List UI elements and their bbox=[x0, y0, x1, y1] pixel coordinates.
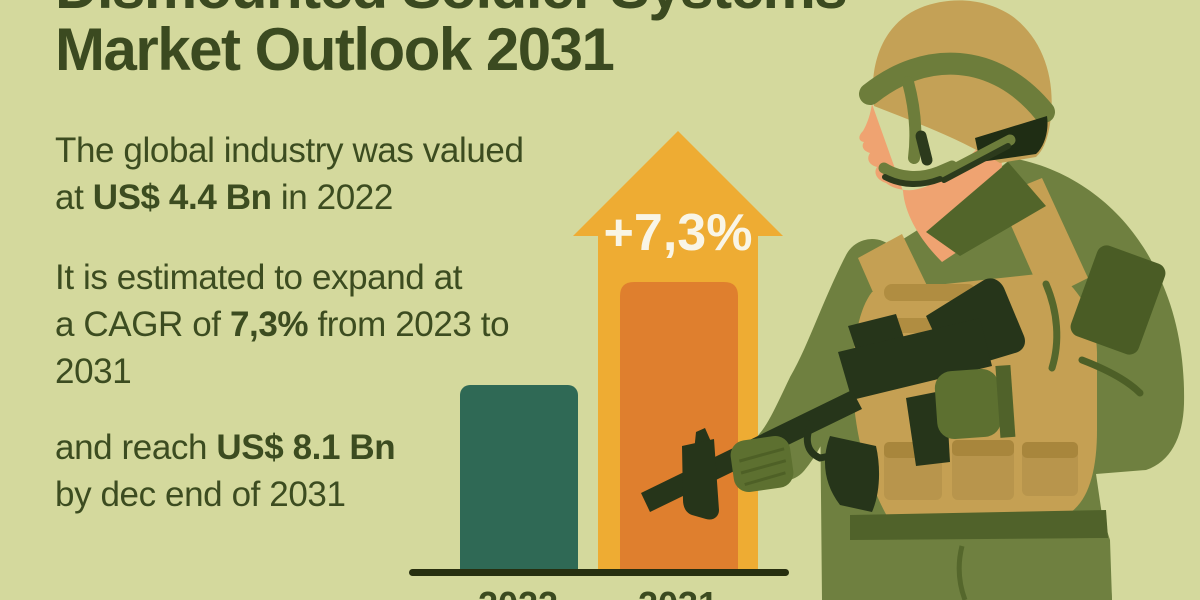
stat-forecast-value: US$ 8.1 Bn bbox=[216, 428, 396, 467]
stat-valuation-value: US$ 4.4 Bn bbox=[92, 178, 272, 217]
rifle-trigger-guard bbox=[803, 420, 851, 462]
x-axis-label-2031: 2031 bbox=[608, 584, 748, 600]
title-line2: Market Outlook 2031 bbox=[55, 16, 615, 83]
stat-forecast-line2: by dec end of 2031 bbox=[55, 475, 346, 514]
stat-cagr-line2-pre: a CAGR of bbox=[55, 305, 230, 344]
stat-valuation-line2-pre: at bbox=[55, 178, 93, 217]
soldier-pants bbox=[848, 538, 1112, 600]
stat-forecast: and reach US$ 8.1 Bn by dec end of 2031 bbox=[55, 424, 396, 518]
rifle-foregrip bbox=[682, 439, 719, 520]
x-axis-label-2022: 2022 bbox=[448, 584, 588, 600]
vest-pouch-3-flap bbox=[1022, 442, 1078, 458]
left-glove bbox=[730, 436, 794, 492]
sleeve-cuff bbox=[995, 364, 1016, 438]
stat-valuation-line1: The global industry was valued bbox=[55, 131, 524, 170]
stat-cagr: It is estimated to expand at a CAGR of 7… bbox=[55, 254, 510, 395]
rifle-magazine bbox=[824, 436, 880, 512]
vest-pouch-pill-1 bbox=[884, 284, 976, 301]
right-glove bbox=[934, 364, 1016, 440]
title-line1: Dismounted Soldier Systems bbox=[55, 0, 848, 19]
x-axis-line bbox=[409, 569, 789, 576]
stat-cagr-value: 7,3% bbox=[229, 305, 309, 344]
vest-pouch-2-flap bbox=[952, 440, 1014, 456]
stat-valuation-line2-post: in 2022 bbox=[271, 178, 393, 217]
uniform-collar bbox=[926, 162, 1046, 256]
soldier-belt bbox=[850, 510, 1108, 542]
stat-forecast-line1-pre: and reach bbox=[55, 428, 217, 467]
elbow-crease bbox=[1078, 356, 1144, 397]
helmet-band bbox=[859, 52, 1055, 123]
stat-cagr-line3: 2031 bbox=[55, 352, 132, 391]
rifle-receiver bbox=[838, 318, 992, 400]
chin-strap bbox=[878, 76, 1016, 187]
armpit-crease bbox=[1042, 280, 1061, 372]
page-title: Dismounted Soldier Systems Market Outloo… bbox=[55, 0, 848, 83]
stat-cagr-line2-post: from 2023 to bbox=[308, 305, 510, 344]
stat-valuation: The global industry was valued at US$ 4.… bbox=[55, 127, 524, 221]
growth-rate-label: +7,3% bbox=[603, 204, 753, 262]
pants-seam bbox=[956, 545, 968, 600]
soldier-group bbox=[641, 0, 1185, 600]
sleeve-patch bbox=[1070, 245, 1166, 355]
stat-cagr-line1: It is estimated to expand at bbox=[55, 258, 463, 297]
bar-2022 bbox=[460, 385, 578, 572]
